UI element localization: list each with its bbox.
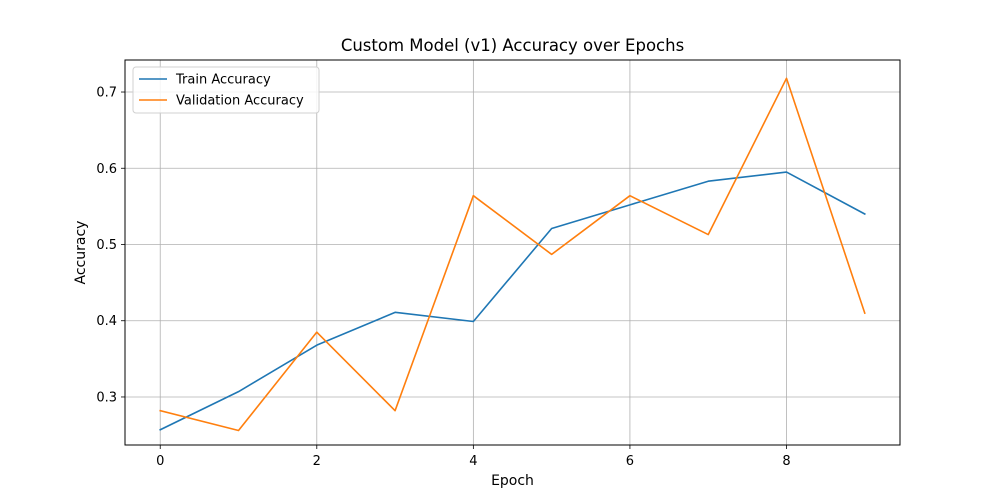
x-tick-label: 4 [469,454,477,469]
x-tick-label: 0 [156,454,164,469]
x-axis-label: Epoch [491,473,534,489]
y-tick-label: 0.5 [96,238,117,253]
chart-title: Custom Model (v1) Accuracy over Epochs [341,36,684,55]
y-tick-label: 0.7 [96,86,117,101]
y-tick-label: 0.3 [96,390,117,405]
x-tick-label: 8 [782,454,790,469]
y-axis-label: Accuracy [73,221,89,285]
y-tick-label: 0.6 [96,162,117,177]
legend-label: Validation Accuracy [176,94,304,109]
x-tick-label: 6 [626,454,634,469]
legend: Train Accuracy Validation Accuracy [133,67,319,113]
y-tick-label: 0.4 [96,314,117,329]
x-tick-label: 2 [313,454,321,469]
legend-label: Train Accuracy [175,73,271,88]
